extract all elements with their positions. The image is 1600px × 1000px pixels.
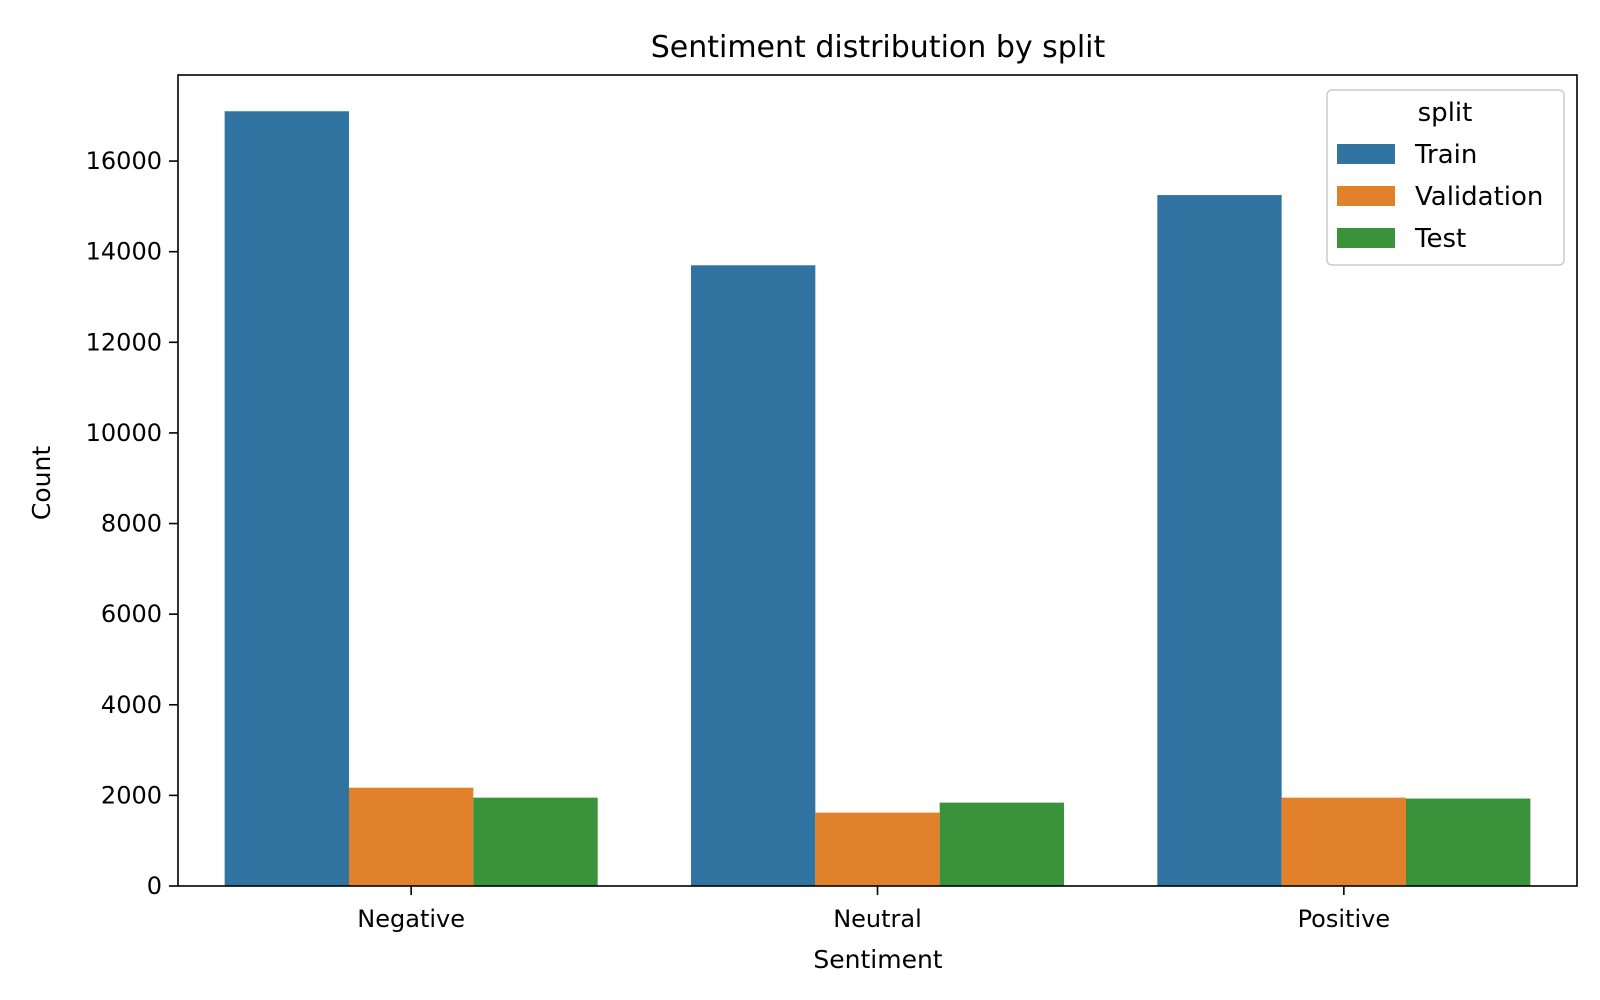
legend-swatch-test	[1337, 228, 1395, 248]
bar-negative-train	[224, 111, 349, 887]
bar-positive-validation	[1281, 797, 1407, 886]
chart-title: Sentiment distribution by split	[651, 30, 1106, 65]
legend-items: Train Validation Test	[1337, 140, 1543, 254]
x-tick-label-positive: Positive	[1298, 905, 1391, 933]
bars-group	[224, 111, 1531, 887]
bar-positive-test	[1406, 798, 1531, 886]
legend-box	[1326, 89, 1565, 266]
legend-swatch-train	[1337, 144, 1395, 164]
legend-swatch-validation	[1337, 186, 1395, 206]
y-tick-label: 0	[147, 872, 162, 900]
y-axis-title: Count	[27, 446, 56, 520]
bar-neutral-train	[690, 265, 816, 886]
y-tick-label: 2000	[101, 781, 162, 809]
y-tick-label: 8000	[101, 510, 162, 538]
legend-label-validation: Validation	[1415, 182, 1543, 212]
legend: split Train Validation Test	[1326, 89, 1565, 266]
y-tick-label: 16000	[86, 147, 162, 175]
bar-neutral-test	[939, 802, 1065, 886]
y-axis: 0 2000 4000 6000 8000 10000 12000 14000 16000	[86, 147, 178, 900]
bar-negative-test	[473, 797, 598, 886]
y-tick-label: 6000	[101, 600, 162, 628]
y-tick-label: 12000	[86, 328, 162, 356]
legend-label-train: Train	[1414, 140, 1477, 170]
plot-frame	[177, 74, 1578, 887]
y-tick-label: 10000	[86, 419, 162, 447]
x-axis: Negative Neutral Positive	[357, 886, 1390, 933]
bar-neutral-validation	[815, 812, 940, 886]
bar-negative-validation	[348, 787, 474, 886]
legend-label-test: Test	[1414, 224, 1466, 254]
x-axis-title: Sentiment	[813, 945, 942, 974]
x-tick-label-neutral: Neutral	[833, 905, 922, 933]
y-tick-label: 14000	[86, 238, 162, 266]
legend-title: split	[1418, 98, 1473, 128]
x-tick-label-negative: Negative	[357, 905, 465, 933]
bar-positive-train	[1157, 195, 1282, 887]
y-tick-label: 4000	[101, 691, 162, 719]
